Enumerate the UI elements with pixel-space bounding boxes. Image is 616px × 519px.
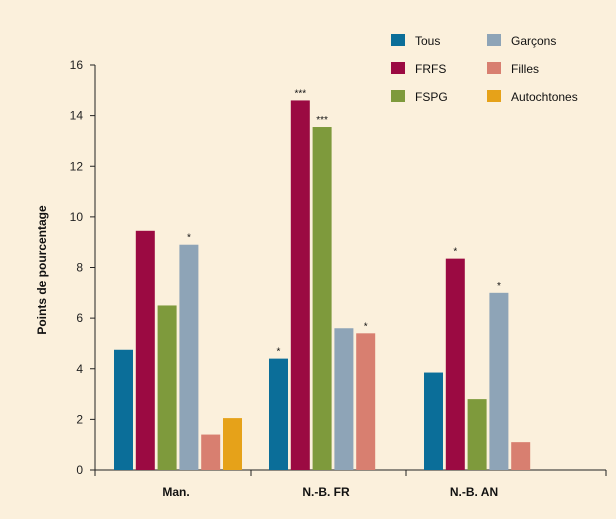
legend: Tous FRFS FSPG Garçons Filles Autochtones bbox=[391, 34, 578, 104]
y-tick-label: 12 bbox=[70, 159, 84, 173]
bar bbox=[511, 442, 531, 470]
legend-swatch bbox=[487, 62, 501, 74]
bar bbox=[290, 100, 310, 470]
legend-label: Filles bbox=[511, 62, 539, 76]
bar bbox=[201, 434, 221, 470]
bar bbox=[157, 305, 177, 470]
bar bbox=[334, 328, 354, 470]
legend-swatch bbox=[391, 90, 405, 102]
legend-swatch bbox=[391, 34, 405, 46]
y-tick-label: 10 bbox=[70, 210, 84, 224]
bar bbox=[424, 372, 443, 470]
bar bbox=[135, 230, 155, 470]
legend-label: Autochtones bbox=[511, 90, 578, 104]
significance-mark: * bbox=[364, 321, 368, 332]
significance-mark: * bbox=[497, 281, 501, 292]
legend-label: FRFS bbox=[415, 62, 446, 76]
legend-swatch bbox=[391, 62, 405, 74]
bar bbox=[312, 127, 332, 470]
y-tick-label: 14 bbox=[70, 109, 84, 123]
significance-mark: *** bbox=[316, 115, 328, 126]
significance-mark: * bbox=[187, 233, 191, 244]
legend-swatch bbox=[487, 34, 501, 46]
y-tick-label: 8 bbox=[76, 261, 83, 275]
y-tick-label: 2 bbox=[76, 412, 83, 426]
x-category-label: N.-B. AN bbox=[450, 485, 498, 499]
bar bbox=[467, 399, 487, 470]
y-tick-label: 16 bbox=[70, 58, 84, 72]
x-category-label: Man. bbox=[162, 485, 189, 499]
legend-swatch bbox=[487, 90, 501, 102]
legend-label: FSPG bbox=[415, 90, 448, 104]
x-category-label: N.-B. FR bbox=[302, 485, 350, 499]
bar bbox=[179, 244, 199, 470]
bar bbox=[269, 358, 288, 470]
legend-label: Garçons bbox=[511, 34, 556, 48]
bar bbox=[114, 349, 133, 470]
bar bbox=[445, 258, 465, 470]
y-tick-label: 6 bbox=[76, 311, 83, 325]
significance-mark: * bbox=[453, 247, 457, 258]
bar bbox=[489, 292, 509, 470]
axes: 0 2 4 6 8 10 12 14 16 Man. N.-B. FR N.-B. AN bbox=[70, 58, 607, 499]
y-axis-title-group: Points de pourcentage bbox=[35, 205, 49, 335]
bar bbox=[356, 333, 376, 470]
y-tick-label: 0 bbox=[76, 463, 83, 477]
y-tick-label: 4 bbox=[76, 362, 83, 376]
bars: *********** bbox=[114, 88, 531, 470]
significance-mark: * bbox=[277, 347, 281, 358]
y-axis-title: Points de pourcentage bbox=[35, 205, 49, 335]
significance-mark: *** bbox=[294, 88, 306, 99]
bar bbox=[223, 418, 242, 470]
legend-label: Tous bbox=[415, 34, 440, 48]
